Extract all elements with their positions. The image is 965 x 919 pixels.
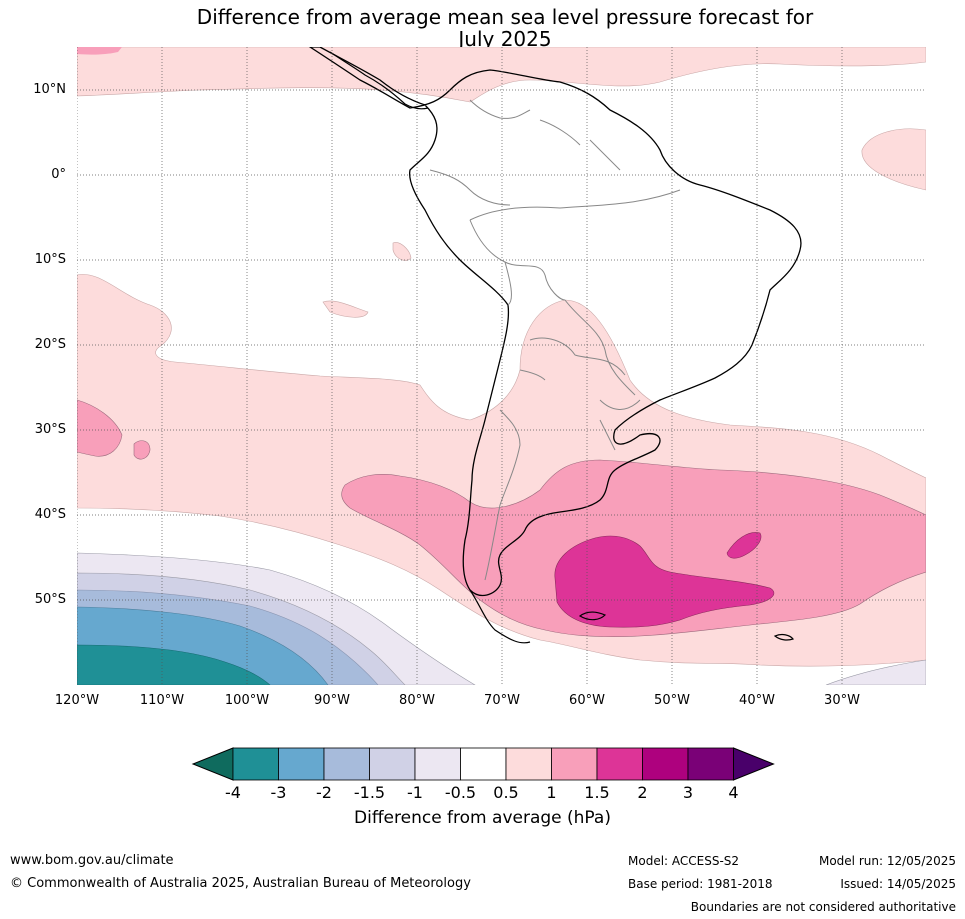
anomaly-region-small xyxy=(392,242,412,261)
graticule xyxy=(77,47,926,685)
anomaly-region-southeast-neg xyxy=(825,659,926,685)
anomaly-region-north xyxy=(77,47,926,103)
colorbar-tick-label: -0.5 xyxy=(444,783,477,802)
colorbar-tick-label: 4 xyxy=(728,783,739,802)
map-title-line1: Difference from average mean sea level p… xyxy=(196,5,814,29)
colorbar-tick-label: 1 xyxy=(546,783,557,802)
colorbar-arrow-high xyxy=(733,747,775,781)
lon-label-80w: 80°W xyxy=(399,693,435,708)
footer-url[interactable]: www.bom.gov.au/climate xyxy=(10,853,174,868)
lon-label-110w: 110°W xyxy=(139,693,185,708)
anomaly-region-west-deep-2 xyxy=(133,440,151,460)
colorbar-segment xyxy=(505,747,552,781)
lon-label-30w: 30°W xyxy=(824,693,860,708)
anomaly-region-small-2 xyxy=(322,300,369,318)
colorbar-tick-label: 3 xyxy=(682,783,694,802)
footer-disclaimer: Boundaries are not considered authoritat… xyxy=(690,900,956,914)
colorbar-tick-label: -2 xyxy=(316,783,332,802)
lat-label-40s: 40°S xyxy=(34,507,66,522)
south-america-coastline xyxy=(308,47,802,597)
lat-label-10n: 10°N xyxy=(33,82,66,97)
footer-model: Model: ACCESS-S2 xyxy=(628,854,740,868)
south-georgia xyxy=(773,633,794,641)
lat-label-30s: 30°S xyxy=(34,422,66,437)
colorbar-tick-label: -1.5 xyxy=(353,783,386,802)
lat-label-0: 0° xyxy=(51,167,66,182)
colorbar-tick-label: -1 xyxy=(407,783,423,802)
colorbar-segment xyxy=(596,747,643,781)
footer-base-period: Base period: 1981-2018 xyxy=(628,877,773,891)
colorbar-segment xyxy=(323,747,370,781)
lon-label-90w: 90°W xyxy=(314,693,350,708)
colorbar-tick-label: 0.5 xyxy=(493,783,519,802)
lat-label-50s: 50°S xyxy=(34,592,66,607)
colorbar-tick-label: -3 xyxy=(270,783,287,802)
lon-label-60w: 60°W xyxy=(569,693,605,708)
map-title-line2: July 2025 xyxy=(458,27,552,51)
lon-label-100w: 100°W xyxy=(224,693,270,708)
colorbar-segment xyxy=(414,747,461,781)
anomaly-region-equator-east xyxy=(861,128,926,191)
lon-label-70w: 70°W xyxy=(484,693,520,708)
footer-issued: Issued: 14/05/2025 xyxy=(840,877,956,891)
colorbar-label: Difference from average (hPa) xyxy=(354,808,611,828)
colorbar-segment xyxy=(642,747,689,781)
anomaly-region-west-deep xyxy=(77,399,123,457)
anomaly-region-north-deep xyxy=(77,47,122,55)
colorbar-tick-label: 2 xyxy=(637,783,648,802)
colorbar-segment xyxy=(278,747,325,781)
tierra-del-fuego xyxy=(469,589,531,644)
colorbar-tick-label: 1.5 xyxy=(584,783,610,802)
colorbar-segment xyxy=(369,747,416,781)
lon-label-120w: 120°W xyxy=(54,693,100,708)
colorbar-segment xyxy=(551,747,598,781)
footer-copyright: © Commonwealth of Australia 2025, Austra… xyxy=(10,876,471,891)
lat-label-20s: 20°S xyxy=(34,337,66,352)
lon-label-50w: 50°W xyxy=(654,693,690,708)
central-america-coastline xyxy=(329,51,429,110)
colorbar-segment xyxy=(687,747,734,781)
colorbar-arrow-low xyxy=(191,747,234,781)
falkland-islands xyxy=(578,611,607,621)
map-plot-area xyxy=(77,47,926,685)
colorbar-segment xyxy=(232,747,279,781)
country-borders xyxy=(429,99,681,581)
lat-label-10s: 10°S xyxy=(34,252,66,267)
anomaly-region-core xyxy=(554,535,775,628)
lon-label-40w: 40°W xyxy=(739,693,775,708)
colorbar xyxy=(191,747,775,781)
anomaly-region-core-2 xyxy=(726,532,762,559)
colorbar-segment xyxy=(460,747,507,781)
anomaly-region-neg-3 xyxy=(77,644,271,685)
colorbar-tick-label: -4 xyxy=(225,783,241,802)
footer-model-run: Model run: 12/05/2025 xyxy=(818,854,956,868)
